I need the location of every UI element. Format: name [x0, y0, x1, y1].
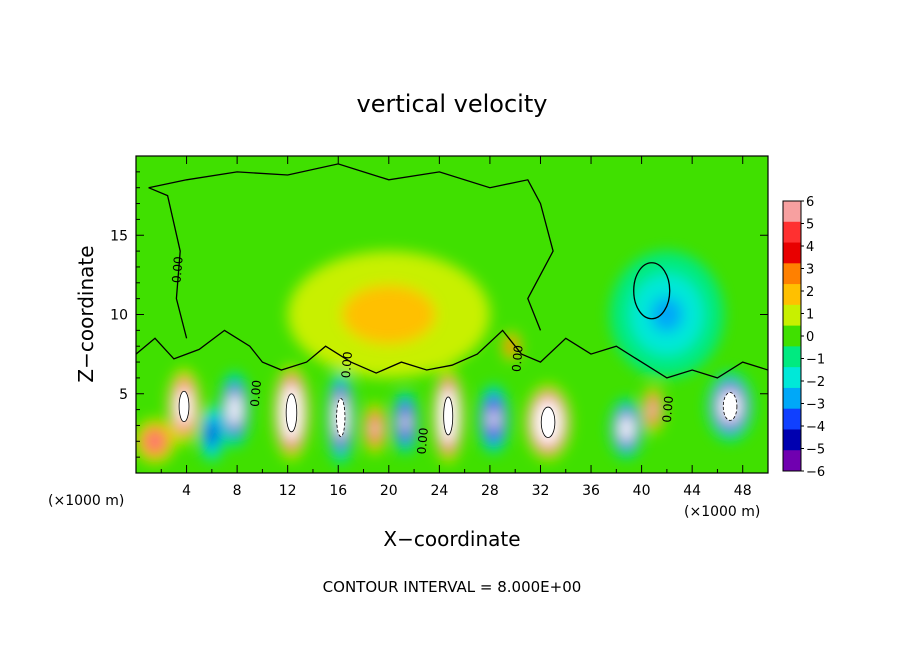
contour-label-4: 0.00 [509, 345, 525, 373]
colorbar-swatch-8 [783, 367, 801, 389]
colorbar-swatch-11 [783, 429, 801, 451]
cell-13-ring-4 [650, 402, 656, 417]
x-tick-label-4: 4 [182, 483, 191, 499]
x-tick-label-12: 12 [279, 483, 297, 499]
cell-12-ring-4 [621, 420, 632, 438]
cell-16-ring-4 [360, 296, 418, 333]
colorbar-label-7: −1 [806, 353, 825, 368]
x-axis-label: X−coordinate [383, 527, 520, 551]
x-tick-label-16: 16 [329, 483, 347, 499]
velocity-cell-2 [219, 371, 250, 448]
velocity-cell-12 [610, 398, 643, 459]
contour-label-5: 0.00 [660, 395, 676, 423]
x-tick-label-24: 24 [430, 483, 448, 499]
velocity-cell-15 [610, 251, 724, 378]
zero-contour-left [148, 187, 188, 339]
colorbar-label-8: −2 [806, 375, 825, 390]
y-axis-label: Z−coordinate [74, 245, 98, 382]
x-tick-label-36: 36 [582, 483, 600, 499]
colorbar-label-0: 6 [806, 195, 814, 210]
y-axis-ticks: 5 10 15 [110, 171, 768, 458]
colorbar-swatch-1 [783, 221, 801, 244]
zero-contour-upper [148, 163, 554, 331]
velocity-cell-16 [287, 251, 490, 378]
contour-interval-note: CONTOUR INTERVAL = 8.000E+00 [323, 578, 582, 596]
colorbar-label-4: 2 [806, 285, 814, 300]
contour-label-0: 0.00 [169, 256, 185, 284]
cell-10-ring-4 [508, 342, 514, 351]
cell-1-ring-4 [149, 435, 161, 448]
colorbar-swatch-0 [783, 201, 801, 223]
x-unit-left: (×1000 m) [48, 493, 124, 509]
chart-title: vertical velocity [357, 90, 548, 118]
colorbar-swatch-2 [783, 242, 801, 264]
x-tick-label-40: 40 [633, 483, 651, 499]
x-tick-label-28: 28 [481, 483, 499, 499]
colorbar-label-12: −6 [806, 465, 825, 480]
colorbar-label-2: 4 [806, 240, 814, 255]
zero-contours: 0.00 0.00 0.00 0.00 0.00 0.00 [136, 163, 768, 455]
colorbar-swatch-3 [783, 263, 801, 285]
cell-6-ring-4 [371, 421, 379, 436]
colorbar-label-11: −5 [806, 443, 825, 458]
cell-4-contour [285, 393, 298, 433]
cell-2-ring-4 [230, 398, 239, 421]
cell-8-contour [443, 396, 454, 436]
velocity-cell-13 [642, 385, 664, 434]
contour-label-1: 0.00 [339, 351, 355, 379]
x-tick-label-48: 48 [734, 483, 752, 499]
x-tick-label-20: 20 [380, 483, 398, 499]
velocity-cell-7 [392, 390, 418, 454]
colorbar-label-10: −4 [806, 420, 825, 435]
x-tick-label-8: 8 [233, 483, 242, 499]
x-axis-ticks: 4 8 12 16 20 24 28 32 36 40 44 48 [160, 156, 752, 499]
velocity-cell-10 [502, 331, 521, 361]
colorbar: 6 5 4 3 2 1 0 −1 −2 −3 −4 −5 −6 [782, 195, 825, 480]
colorbar-swatch-7 [783, 346, 801, 368]
colorbar-swatch-4 [783, 284, 801, 306]
colorbar-swatch-6 [783, 325, 801, 347]
y-tick-label-5: 5 [119, 387, 128, 403]
x-unit-right: (×1000 m) [684, 504, 760, 520]
cell-5-contour [336, 398, 346, 437]
colorbar-swatch-12 [783, 450, 801, 472]
cell-7-ring-4 [401, 413, 409, 432]
velocity-cell-9 [478, 384, 509, 454]
contour-label-3: 0.00 [415, 427, 431, 455]
cell-15-ring-4 [650, 296, 683, 333]
colorbar-swatch-10 [783, 408, 801, 430]
cell-14-contour [722, 392, 738, 421]
colorbar-label-6: 0 [806, 330, 814, 345]
x-tick-label-44: 44 [683, 483, 701, 499]
velocity-cell-1 [136, 419, 176, 464]
cell-0-contour [178, 390, 190, 423]
colorbar-label-9: −3 [806, 398, 825, 413]
colorbar-swatch-9 [783, 387, 801, 410]
velocity-cell-6 [363, 403, 387, 454]
colorbar-swatch-5 [783, 304, 801, 327]
zero-contour-ring [633, 262, 671, 320]
colorbar-label-1: 5 [806, 218, 814, 233]
plot-area: 0.00 0.00 0.00 0.00 0.00 0.00 [136, 156, 768, 473]
velocity-cell-3 [199, 404, 225, 462]
contour-label-2: 0.00 [248, 379, 264, 407]
y-tick-label-15: 15 [110, 228, 128, 244]
cell-3-ring-4 [208, 425, 216, 442]
y-tick-label-10: 10 [110, 308, 128, 324]
zero-contour-lower [136, 329, 768, 379]
colorbar-label-5: 1 [806, 308, 814, 323]
colorbar-label-3: 3 [806, 263, 814, 278]
cell-11-contour [540, 406, 556, 438]
x-tick-label-32: 32 [532, 483, 550, 499]
cell-9-ring-4 [489, 409, 498, 429]
